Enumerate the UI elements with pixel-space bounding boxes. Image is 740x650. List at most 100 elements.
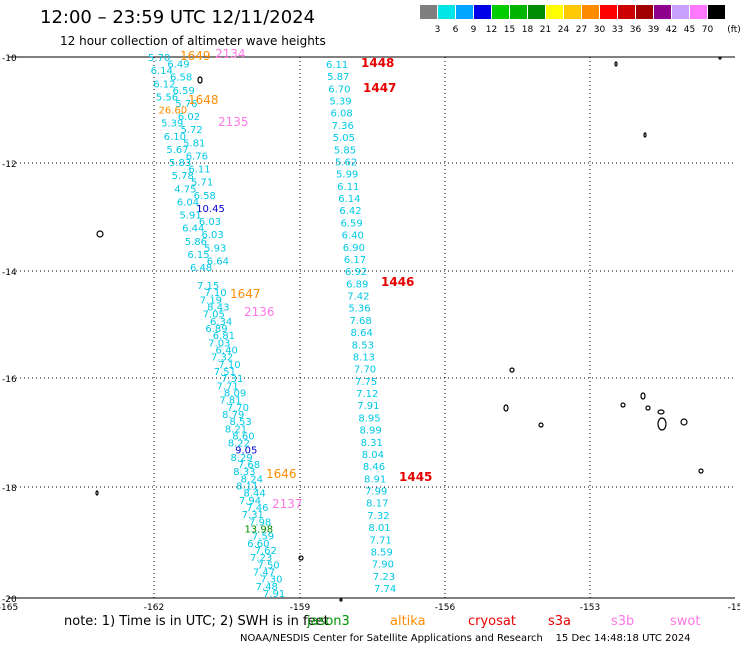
swh-value: 7.90	[372, 560, 394, 571]
legend-label: 33	[611, 25, 624, 35]
swh-value: 6.11	[188, 165, 210, 176]
swh-value: 6.12	[153, 79, 175, 90]
swh-value: 7.03	[208, 338, 230, 349]
swh-value: 6.14	[338, 194, 360, 205]
map-subtitle: 12 hour collection of altimeter wave hei…	[60, 34, 326, 48]
swh-value: 7.70	[354, 365, 376, 376]
swh-value: 6.60	[247, 539, 269, 550]
island-outline	[339, 598, 343, 602]
legend-swatch	[618, 5, 635, 19]
legend-label: 18	[521, 25, 534, 35]
legend-swatch	[510, 5, 527, 19]
time-label: 1447	[363, 81, 396, 95]
legend-label: 39	[647, 25, 660, 35]
satellite-name: s3a	[548, 614, 572, 629]
swh-value: 7.23	[250, 553, 272, 564]
island-outline	[657, 417, 667, 431]
credit-line: NOAA/NESDIS Center for Satellite Applica…	[240, 633, 691, 644]
swh-value: 7.50	[257, 560, 279, 571]
legend-swatch	[582, 5, 599, 19]
swh-value: 8.43	[207, 302, 229, 313]
legend-label: 36	[629, 25, 642, 35]
legend-label: 42	[665, 25, 678, 35]
legend-swatch	[708, 5, 725, 19]
swh-value: 7.23	[373, 572, 395, 583]
swh-value: 6.17	[344, 255, 366, 266]
time-label: 1649	[180, 49, 211, 63]
swh-value: 7.15	[197, 281, 219, 292]
island-outline	[298, 555, 304, 561]
time-label: 1647	[230, 287, 261, 301]
island-outline	[197, 76, 203, 84]
swh-value: 8.95	[358, 413, 380, 424]
satellite-name: s3b	[611, 614, 635, 629]
island-outline	[657, 409, 665, 415]
island-outline	[640, 392, 646, 400]
island-outline	[643, 132, 647, 138]
swh-value: 6.59	[341, 218, 363, 229]
legend-swatch	[474, 5, 491, 19]
legend-label: 12	[485, 25, 498, 35]
swh-value: 6.58	[170, 73, 192, 84]
swh-value: 6.08	[330, 109, 352, 120]
time-label: 1648	[188, 93, 219, 107]
swh-value: 5.39	[329, 97, 351, 108]
swh-value: 5.36	[348, 304, 370, 315]
swh-value: 7.71	[217, 381, 239, 392]
swh-value: 6.76	[186, 151, 208, 162]
swh-value: 6.44	[182, 224, 204, 235]
swh-value: 6.64	[207, 256, 229, 267]
swh-value: 8.24	[241, 474, 263, 485]
legend-label: 3	[434, 25, 441, 35]
swh-value: 9.05	[235, 446, 257, 457]
swh-value: 7.10	[204, 288, 226, 299]
lat-tick-label: -20	[2, 595, 17, 605]
legend-swatch	[600, 5, 617, 19]
swh-value: 5.85	[334, 145, 356, 156]
swh-value: 7.68	[349, 316, 371, 327]
legend-swatch	[564, 5, 581, 19]
swh-value: 5.67	[166, 145, 188, 156]
swh-value: 5.62	[335, 157, 357, 168]
swh-value: 7.59	[252, 532, 274, 543]
swh-value: 8.04	[362, 450, 384, 461]
swh-value: 7.91	[263, 589, 285, 600]
swh-value: 7.31	[221, 374, 243, 385]
island-outline	[538, 422, 544, 428]
legend-swatch	[690, 5, 707, 19]
swh-value: 5.83	[169, 158, 191, 169]
swh-value: 6.04	[177, 197, 199, 208]
island-outline	[718, 56, 722, 60]
island-outline	[620, 402, 626, 408]
swh-value: 6.11	[337, 182, 359, 193]
swh-value: 7.42	[347, 292, 369, 303]
swh-value: 10.45	[196, 204, 225, 215]
swh-value: 7.75	[355, 377, 377, 388]
swh-value: 7.91	[357, 401, 379, 412]
time-label: 2137	[272, 497, 303, 511]
swh-value: 8.13	[353, 352, 375, 363]
swh-value: 5.39	[161, 119, 183, 130]
swh-value: 8.17	[366, 499, 388, 510]
swh-value: 6.03	[199, 217, 221, 228]
swh-value: 7.74	[374, 584, 396, 595]
swh-value: 5.86	[185, 237, 207, 248]
lon-tick-label: -156	[435, 603, 456, 613]
legend-swatch	[528, 5, 545, 19]
swh-value: 13.98	[244, 525, 273, 536]
swh-value: 5.70	[148, 53, 170, 64]
legend-swatch	[438, 5, 455, 19]
swh-value: 7.32	[367, 511, 389, 522]
time-label: 1646	[266, 467, 297, 481]
legend-swatch	[492, 5, 509, 19]
swh-value: 6.70	[328, 84, 350, 95]
satellite-name: jason3	[307, 614, 350, 629]
swh-value: 7.48	[256, 582, 278, 593]
swh-value: 6.42	[339, 206, 361, 217]
swh-value: 8.11	[236, 482, 258, 493]
swh-value: 5.05	[333, 133, 355, 144]
swh-value: 8.53	[352, 340, 374, 351]
legend-label: 30	[593, 25, 606, 35]
swh-value: 6.59	[173, 86, 195, 97]
